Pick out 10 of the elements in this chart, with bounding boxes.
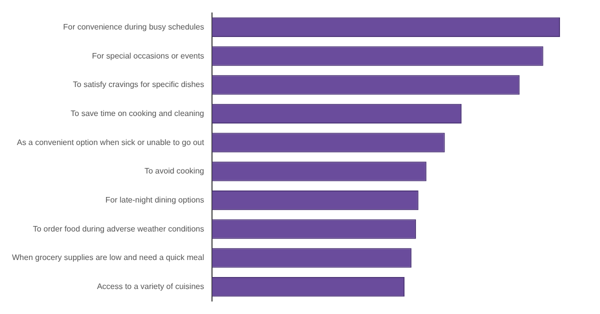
y-tick-label: When grocery supplies are low and need a quick meal (12, 253, 204, 262)
y-tick-label: For late-night dining options (105, 195, 204, 204)
y-tick-label: To order food during adverse weather conditions (32, 224, 204, 234)
y-tick-label: To satisfy cravings for specific dishes (72, 80, 204, 90)
y-tick-label: Access to a variety of cuisines (96, 282, 204, 291)
y-tick-label: For special occasions or events (92, 51, 204, 60)
y-tick-label: As a convenient option when sick or unable to go out (16, 138, 205, 147)
y-tick-label: To save time on cooking and cleaning (70, 108, 204, 118)
y-tick-label: For convenience during busy schedules (63, 22, 204, 32)
y-tick-label: To avoid cooking (144, 166, 204, 176)
